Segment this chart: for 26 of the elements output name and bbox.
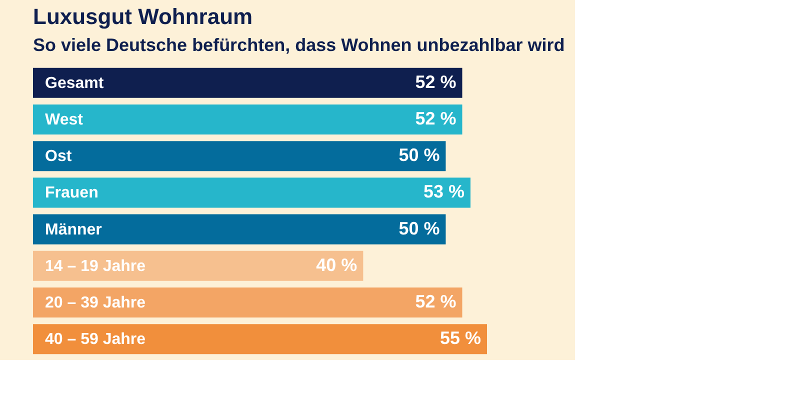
bar <box>33 214 446 244</box>
y-tick-label: 40 – 59 Jahre <box>45 331 146 348</box>
y-tick-label: Frauen <box>45 184 98 202</box>
data-label: 50 % <box>398 218 440 238</box>
chart-subtitle: So viele Deutsche befürchten, dass Wohnen unbezahlbar wird <box>33 35 565 55</box>
y-tick-label: West <box>45 111 84 128</box>
bar <box>33 178 470 208</box>
data-label: 52 % <box>415 108 456 128</box>
y-tick-label: Ost <box>45 148 72 166</box>
bar <box>33 68 462 98</box>
y-tick-label: Männer <box>45 221 102 238</box>
data-label: 40 % <box>316 254 358 275</box>
y-tick-label: Gesamt <box>45 74 104 92</box>
bar <box>33 324 487 354</box>
chart-title: Luxusgut Wohnraum <box>33 4 253 29</box>
bar <box>33 288 462 318</box>
data-label: 50 % <box>398 145 440 166</box>
data-label: 52 % <box>415 292 456 312</box>
data-label: 52 % <box>415 72 456 92</box>
bar <box>33 250 364 281</box>
bar <box>33 141 446 172</box>
y-tick-label: 20 – 39 Jahre <box>45 294 146 312</box>
data-label: 53 % <box>423 182 464 202</box>
y-tick-label: 14 – 19 Jahre <box>45 258 146 275</box>
data-label: 55 % <box>440 328 481 348</box>
bar <box>33 104 462 134</box>
